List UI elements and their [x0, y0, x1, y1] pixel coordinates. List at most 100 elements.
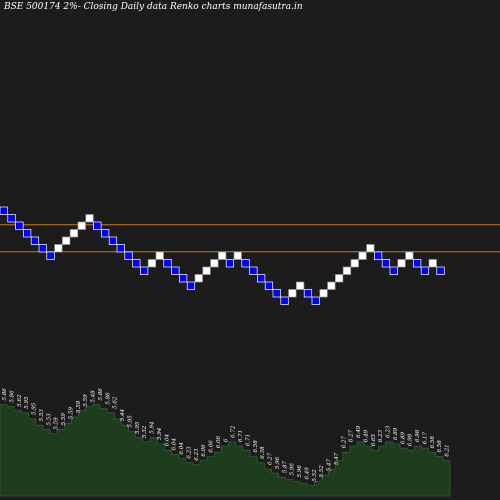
volume-label: 5.44 [120, 409, 126, 422]
up-brick [77, 221, 86, 230]
down-brick [179, 274, 188, 283]
up-brick [85, 214, 94, 223]
volume-label: 5.53 [46, 413, 52, 426]
down-brick [249, 266, 258, 275]
volume-label: 6.06 [216, 436, 222, 449]
down-brick [280, 296, 289, 305]
up-brick [233, 251, 242, 260]
down-brick [163, 259, 172, 268]
up-brick [405, 251, 414, 260]
volume-label: 5.86 [9, 390, 15, 403]
volume-label: 5.47 [334, 452, 340, 465]
volume-label: 6 [223, 438, 229, 442]
volume-label: 5.96 [275, 456, 281, 469]
volume-label: 6.06 [209, 440, 215, 453]
volume-label: 5.86 [2, 388, 8, 401]
volume-label: 6.71 [238, 430, 244, 442]
down-brick [374, 251, 383, 260]
volume-label: 5.86 [98, 388, 104, 401]
down-brick [257, 274, 266, 283]
down-brick [264, 281, 274, 290]
down-brick [303, 289, 313, 298]
volume-label: 5.87 [282, 461, 288, 474]
volume-label: 6.17 [422, 431, 428, 444]
volume-label: 5.59 [76, 400, 82, 413]
up-brick [342, 266, 352, 275]
down-brick [311, 296, 320, 305]
volume-label: 6.04 [164, 433, 170, 446]
volume-label: 5.96 [297, 465, 303, 478]
volume-label: 5.94 [149, 421, 155, 434]
down-brick [30, 236, 40, 245]
up-brick [194, 274, 203, 283]
volume-label: 5.62 [17, 394, 23, 407]
volume-label: 6.27 [349, 429, 355, 442]
volume-label: 6.38 [260, 446, 266, 459]
volume-label: 6.49 [305, 467, 311, 480]
volume-label: 5.47 [327, 458, 333, 471]
volume-label: 6.98 [408, 433, 414, 446]
up-brick [296, 281, 305, 290]
down-brick [15, 221, 24, 230]
up-brick [202, 266, 211, 275]
down-brick [241, 259, 250, 268]
volume-label: 6.58 [437, 440, 443, 453]
up-brick [366, 244, 375, 253]
volume-label: 6.71 [245, 434, 251, 446]
volume-label: 5.52 [319, 465, 325, 478]
down-brick [272, 289, 281, 298]
down-brick [108, 236, 118, 245]
down-brick [38, 244, 47, 253]
up-brick [358, 251, 367, 260]
down-brick [23, 229, 32, 238]
volume-label: 6.21 [445, 444, 451, 456]
up-brick [397, 259, 406, 268]
volume-label: 6.23 [194, 448, 200, 461]
volume-label: 6.23 [378, 429, 384, 442]
volume-label: 6.23 [186, 446, 192, 459]
volume-label: 6.65 [371, 434, 377, 447]
volume-area [0, 404, 451, 497]
volume-label: 5.95 [127, 415, 133, 428]
down-brick [101, 229, 110, 238]
up-brick [210, 259, 219, 268]
volume-label: 5.48 [90, 390, 96, 403]
down-brick [413, 259, 422, 268]
down-brick [93, 221, 102, 230]
volume-label: 5.32 [142, 425, 148, 438]
volume-label: 5.95 [24, 396, 30, 409]
volume-label: 6.58 [253, 440, 259, 453]
volume-label: 6.27 [341, 436, 347, 449]
volume-label: 5.95 [135, 421, 141, 434]
up-brick [218, 251, 227, 260]
down-brick [46, 251, 55, 260]
up-brick [335, 274, 344, 283]
volume-label: 6.58 [430, 436, 436, 449]
up-brick [54, 244, 63, 253]
up-brick [327, 281, 336, 290]
down-brick [381, 259, 391, 268]
volume-label: 5.59 [68, 406, 74, 419]
up-brick [288, 289, 297, 298]
volume-label: 5.59 [61, 413, 67, 426]
up-brick [428, 259, 437, 268]
volume-label: 6.04 [179, 442, 185, 455]
volume-label: 6.89 [393, 427, 399, 440]
down-brick [171, 266, 180, 275]
up-brick [155, 251, 164, 260]
down-brick [140, 266, 149, 275]
up-brick [319, 289, 328, 298]
down-brick [389, 266, 398, 275]
volume-label: 6.04 [172, 438, 178, 451]
volume-label: 6.23 [386, 425, 392, 438]
volume-label: 6.49 [356, 425, 362, 438]
volume-label: 5.59 [54, 417, 60, 430]
volume-label: 5.96 [290, 463, 296, 476]
down-brick [420, 266, 430, 275]
volume-label: 5.86 [105, 392, 111, 405]
down-brick [225, 259, 235, 268]
up-brick [62, 236, 71, 245]
volume-label: 5.52 [312, 469, 318, 482]
